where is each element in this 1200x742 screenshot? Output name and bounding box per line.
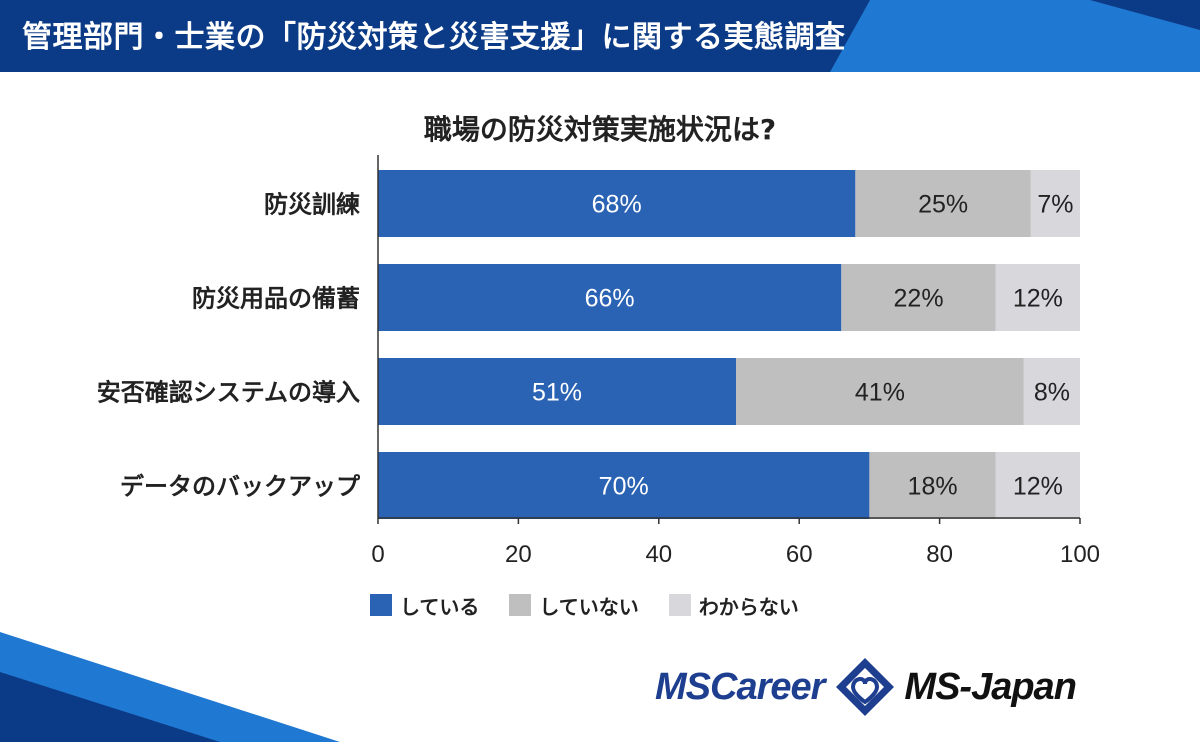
bar-segment [378,264,842,331]
data-label: 7% [1037,191,1073,219]
legend-swatch-doing [370,594,392,616]
ms-japan-logo: MS-Japan [904,665,1076,708]
data-label: 22% [894,285,944,313]
legend-item-unknown: わからない [668,591,799,620]
category-label: データのバックアップ [120,473,361,501]
x-tick-label: 40 [645,541,672,568]
data-label: 8% [1034,379,1070,407]
legend-label-doing: している [400,594,480,619]
header-banner [0,0,1200,72]
footer-logos: MSCareer MS-Japan [655,652,1077,722]
bar-segment [378,358,737,425]
bar-segment [378,452,870,519]
data-label: 41% [855,379,905,407]
x-tick-label: 100 [1060,541,1100,568]
bar-segment [869,452,996,519]
category-label: 防災訓練 [264,191,360,219]
bar-segment [378,170,856,237]
bottom-decoration [0,632,340,742]
legend-item-doing: している [370,591,479,620]
x-tick-label: 20 [505,541,532,568]
chart-title: 職場の防災対策実施状況は? [423,113,777,146]
data-label: 70% [599,473,649,501]
x-tick-label: 80 [926,541,953,568]
data-label: 51% [532,379,582,407]
data-label: 25% [918,191,968,219]
legend-label-unknown: わからない [698,594,799,619]
bar-segment [1030,170,1080,237]
legend-item-not-doing: していない [509,591,639,620]
ms-diamond-icon [836,658,895,716]
chart-legend: している していない わからない [370,591,799,620]
x-tick-label: 60 [786,541,813,568]
category-label: 防災用品の備蓄 [192,285,360,313]
header-title: 管理部門・士業の「防災対策と災害支援」に関する実態調査 [22,20,846,55]
x-tick-label: 0 [371,541,384,568]
bar-segment [1023,358,1080,425]
legend-label-not-doing: していない [539,594,639,619]
data-label: 12% [1013,473,1063,501]
bar-segment [995,264,1080,331]
bar-segment [995,452,1080,519]
stacked-bar-chart: 防災訓練 68% 25% 7% 防災用品の備蓄 66% 22% 12% 安否確認システムの導入 5… [97,155,1100,568]
data-label: 66% [585,285,635,313]
data-label: 12% [1013,285,1063,313]
data-label: 18% [908,473,958,501]
bar-segment [855,170,1031,237]
legend-swatch-not-doing [509,594,532,616]
bar-segment [736,358,1024,425]
bar-segment [841,264,996,331]
mscareer-logo: MSCareer [655,665,825,708]
data-label: 68% [592,191,642,219]
legend-swatch-unknown [668,594,691,616]
category-label: 安否確認システムの導入 [97,379,360,407]
